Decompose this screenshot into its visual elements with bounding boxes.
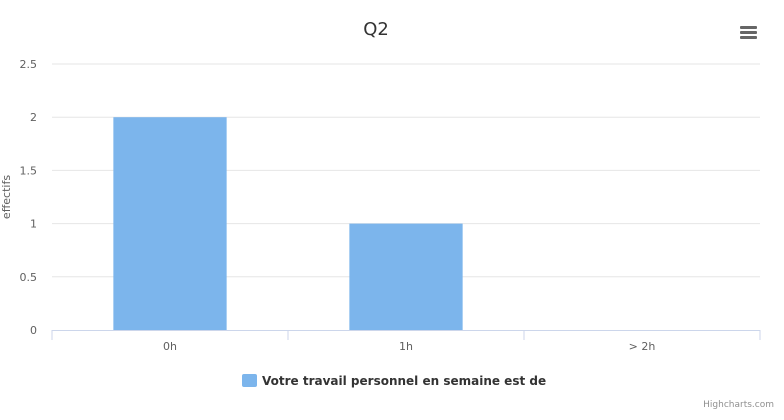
chart-menu-button[interactable] (737, 20, 761, 44)
y-tick-label: 1 (30, 218, 37, 231)
menu-line-bottom (740, 36, 757, 39)
x-tick-label: > 2h (629, 340, 656, 353)
y-tick-label: 1.5 (20, 164, 38, 177)
y-tick-label: 2.5 (20, 58, 38, 71)
bar (113, 117, 227, 330)
y-tick-label: 2 (30, 111, 37, 124)
legend-swatch[interactable] (242, 374, 257, 387)
bar-series (113, 117, 463, 330)
y-tick-label: 0.5 (20, 271, 38, 284)
x-axis-ticks (51, 330, 761, 340)
credits-link[interactable]: Highcharts.com (703, 400, 774, 410)
hamburger-menu-icon (740, 26, 757, 39)
x-tick-label: 1h (399, 340, 413, 353)
legend-label[interactable]: Votre travail personnel en semaine est d… (262, 374, 546, 388)
y-axis-title: effectifs (0, 175, 13, 219)
menu-line-top (740, 26, 757, 29)
x-tick-label: 0h (163, 340, 177, 353)
y-tick-label: 0 (30, 324, 37, 337)
legend[interactable]: Votre travail personnel en semaine est d… (242, 374, 546, 388)
x-axis-labels: 0h 1h > 2h (163, 340, 655, 353)
y-axis-labels: 0 0.5 1 1.5 2 2.5 (20, 58, 38, 337)
chart-title: Q2 (363, 19, 389, 40)
bar (349, 223, 463, 330)
menu-line-middle (740, 31, 757, 34)
